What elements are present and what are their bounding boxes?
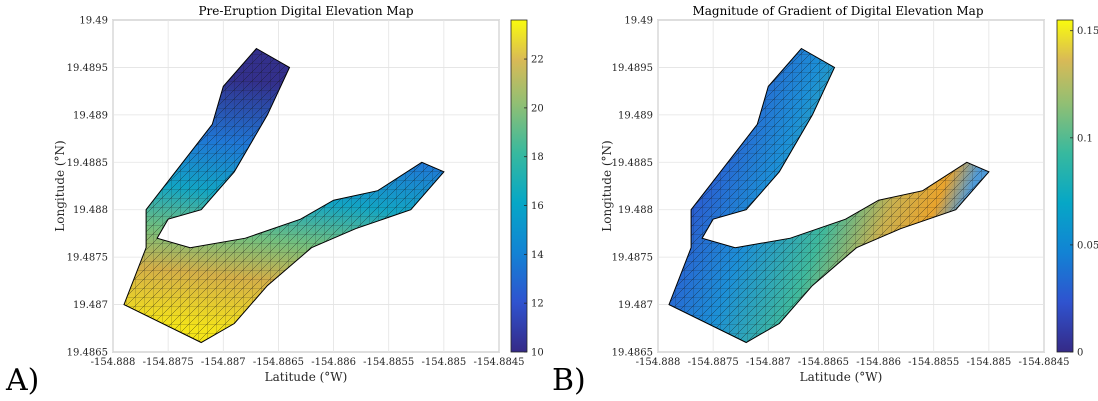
colorbar-tick-label: 16 (531, 201, 544, 212)
y-tick-label: 19.489 (618, 110, 653, 121)
colorbar-tick-label: 0.05 (1077, 240, 1098, 251)
colorbar (510, 19, 528, 353)
panel-b: Magnitude of Gradient of Digital Elevati… (552, 4, 1098, 398)
y-tick-label: 19.487 (73, 300, 108, 311)
triangle-mesh (669, 48, 989, 343)
x-tick-label: -154.8855 (908, 357, 959, 368)
colorbar-ticks: 0 0.05 0.1 0.15 (1070, 26, 1098, 359)
x-tick-label: -154.887 (201, 357, 246, 368)
y-axis-ticks: 19.4865 19.487 19.4875 19.488 19.4885 19.489 1… (612, 16, 653, 359)
colorbar-tick-label: 14 (531, 250, 544, 261)
y-tick-label: 19.4885 (612, 158, 653, 169)
x-tick-label: -154.8865 (253, 357, 304, 368)
y-tick-label: 19.4865 (612, 348, 653, 359)
y-tick-label: 19.4875 (612, 253, 653, 264)
x-tick-label: -154.8845 (1018, 357, 1069, 368)
x-tick-label: -154.887 (746, 357, 791, 368)
colorbar (1056, 19, 1074, 353)
y-tick-label: 19.488 (73, 205, 108, 216)
colorbar-tick-label: 20 (531, 103, 544, 114)
y-axis-label: Longitude (°N) (53, 140, 67, 231)
y-tick-label: 19.4895 (67, 63, 108, 74)
colorbar-tick-label: 18 (531, 152, 544, 163)
triangle-mesh (124, 48, 444, 343)
colorbar-tick-label: 0.15 (1077, 26, 1098, 37)
panel-label: B) (552, 363, 586, 398)
colorbar-tick-label: 22 (531, 55, 544, 66)
colorbar-tick-label: 0.1 (1077, 133, 1093, 144)
y-tick-label: 19.4875 (67, 253, 108, 264)
chart-title: Pre-Eruption Digital Elevation Map (198, 4, 413, 18)
y-tick-label: 19.488 (618, 205, 653, 216)
x-axis-label: Latitude (°W) (265, 370, 348, 384)
y-axis-ticks: 19.4865 19.487 19.4875 19.488 19.4885 19.489 1… (67, 16, 108, 359)
panel-a: Pre-Eruption Digital Elevation Map -154.… (5, 4, 544, 398)
y-tick-label: 19.489 (73, 110, 108, 121)
y-tick-label: 19.49 (79, 16, 108, 27)
x-tick-label: -154.888 (91, 357, 136, 368)
colorbar-tick-label: 12 (531, 299, 544, 310)
panel-label: A) (5, 363, 39, 398)
x-tick-label: -154.8845 (473, 357, 524, 368)
x-tick-label: -154.8875 (688, 357, 739, 368)
x-tick-label: -154.8855 (363, 357, 414, 368)
y-tick-label: 19.4885 (67, 158, 108, 169)
x-tick-label: -154.885 (966, 357, 1011, 368)
x-tick-label: -154.886 (856, 357, 901, 368)
colorbar-tick-label: 10 (531, 348, 544, 359)
colorbar-tick-label: 0 (1077, 348, 1083, 359)
x-axis-label: Latitude (°W) (800, 370, 883, 384)
x-tick-label: -154.8875 (143, 357, 194, 368)
y-tick-label: 19.4895 (612, 63, 653, 74)
x-tick-label: -154.888 (636, 357, 681, 368)
y-tick-label: 19.487 (618, 300, 653, 311)
x-axis-ticks: -154.888 -154.8875 -154.887 -154.8865 -154.8… (636, 357, 1070, 368)
y-tick-label: 19.49 (624, 16, 653, 27)
chart-title: Magnitude of Gradient of Digital Elevati… (692, 4, 983, 18)
colorbar-ticks: 10 12 14 16 18 20 22 (524, 55, 544, 359)
y-axis-label: Longitude (°N) (600, 140, 614, 231)
x-tick-label: -154.886 (311, 357, 356, 368)
x-tick-label: -154.8865 (798, 357, 849, 368)
x-tick-label: -154.885 (421, 357, 466, 368)
y-tick-label: 19.4865 (67, 348, 108, 359)
x-axis-ticks: -154.888 -154.8875 -154.887 -154.8865 -154.8… (91, 357, 525, 368)
